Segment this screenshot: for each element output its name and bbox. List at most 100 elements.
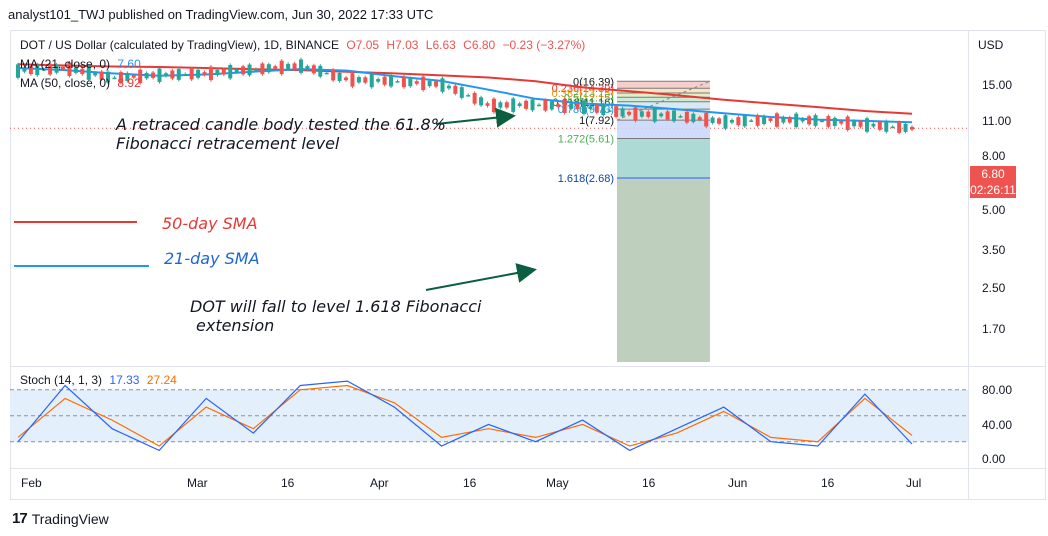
- candle-body: [729, 119, 734, 123]
- time-scale-divider: [10, 468, 1046, 469]
- stoch-k-value: 17.33: [109, 373, 140, 387]
- candle-body: [839, 120, 844, 124]
- ma50-value: 8.92: [117, 76, 141, 90]
- candle-body: [266, 64, 271, 73]
- sma50-annotation: 50-day SMA: [162, 214, 258, 233]
- tradingview-logo-icon: 17: [12, 510, 28, 527]
- ma21-label: MA (21, close, 0): [20, 57, 111, 71]
- candle-body: [196, 69, 201, 78]
- x-tick: Jul: [906, 476, 922, 490]
- candle-body: [183, 74, 188, 76]
- candle-body: [691, 113, 696, 122]
- candle-body: [427, 80, 432, 87]
- candle-body: [273, 66, 278, 69]
- tradingview-logo[interactable]: 17 TradingView: [12, 510, 109, 527]
- candle-body: [549, 101, 554, 110]
- stoch-tick: 80.00: [982, 383, 1013, 397]
- candle-body: [581, 100, 586, 114]
- candle-body: [80, 68, 85, 75]
- candle-body: [453, 85, 458, 94]
- candle-body: [61, 66, 66, 70]
- candle-body: [781, 117, 786, 123]
- y-tick: 15.00: [982, 78, 1013, 92]
- candle-body: [639, 111, 644, 117]
- candle-body: [665, 111, 670, 120]
- candle-body: [524, 100, 529, 109]
- candle-body: [440, 78, 445, 92]
- candle-body: [221, 69, 226, 75]
- candle-body: [768, 118, 773, 121]
- stoch-d-value: 27.24: [146, 373, 177, 387]
- candle-body: [189, 68, 194, 80]
- candle-body: [877, 121, 882, 130]
- candle-body: [344, 77, 349, 81]
- candle-body: [247, 64, 252, 76]
- candle-body: [742, 115, 747, 127]
- x-tick: Mar: [187, 476, 208, 490]
- candle-body: [356, 77, 361, 83]
- candle-body: [67, 62, 72, 76]
- fib-level-label: 0.382(13.15): [552, 88, 614, 100]
- candle-body: [627, 111, 632, 115]
- candle-body: [389, 75, 394, 87]
- candle-body: [633, 107, 638, 121]
- stoch-legend: Stoch (14, 1, 3) 17.33 27.24: [20, 373, 181, 387]
- candle-body: [832, 117, 837, 126]
- candle-body: [234, 69, 239, 73]
- candle-body: [93, 72, 98, 76]
- stoch-k-line: [17, 380, 913, 452]
- candle-body: [903, 123, 908, 132]
- candle-body: [170, 70, 175, 79]
- candle-body: [54, 64, 59, 73]
- candle-body: [569, 103, 574, 109]
- x-tick: Jun: [728, 476, 748, 490]
- fib-level-label: 1.618(2.68): [558, 173, 614, 185]
- open-value: O7.05: [346, 38, 380, 52]
- fib-zone: [617, 138, 710, 178]
- candle-body: [864, 118, 869, 132]
- candle-body: [543, 99, 548, 111]
- symbol-legend: DOT / US Dollar (calculated by TradingVi…: [20, 38, 589, 52]
- candle-body: [99, 71, 104, 80]
- ma21-value: 7.60: [117, 57, 141, 71]
- candle-body: [318, 65, 323, 77]
- low-value: L6.63: [425, 38, 456, 52]
- sma21-annotation: 21-day SMA: [164, 249, 260, 268]
- y-tick: 5.00: [982, 203, 1006, 217]
- candle-body: [376, 79, 381, 82]
- candle-body: [890, 126, 895, 129]
- fib-zone: [617, 177, 710, 362]
- candle-body: [466, 95, 471, 97]
- candle-body: [491, 98, 496, 113]
- retrace-annotation-line1: A retraced candle body tested the 61.8%: [116, 115, 446, 134]
- candle-body: [562, 99, 567, 113]
- candle-body: [672, 110, 677, 122]
- candle-body: [253, 69, 258, 71]
- y-tick: 1.70: [982, 322, 1006, 336]
- candle-body: [852, 120, 857, 127]
- candle-body: [112, 77, 117, 80]
- candle-body: [48, 63, 53, 75]
- publish-header: analyst101_TWJ published on TradingView.…: [8, 7, 434, 22]
- fall-annotation-line1: DOT will fall to level 1.618 Fibonacci: [190, 297, 482, 316]
- fib-zone: [617, 97, 710, 102]
- fib-zone: [617, 101, 710, 110]
- candle-body: [472, 92, 477, 104]
- candle-body: [106, 71, 111, 83]
- candle-body: [807, 116, 812, 125]
- candle-body: [395, 81, 400, 83]
- x-tick: 16: [281, 476, 295, 490]
- ma21-legend: MA (21, close, 0) 7.60: [20, 57, 145, 71]
- candle-body: [16, 64, 20, 78]
- candle-body: [787, 117, 792, 123]
- candle-body: [652, 108, 657, 122]
- candle-body: [845, 116, 850, 131]
- candle-body: [86, 66, 91, 80]
- candle-body: [614, 106, 619, 117]
- candle-body: [331, 69, 336, 81]
- sma50-line: [17, 63, 913, 115]
- candle-body: [208, 66, 213, 81]
- candle-body: [646, 111, 651, 117]
- fall-annotation-line2: extension: [196, 316, 275, 335]
